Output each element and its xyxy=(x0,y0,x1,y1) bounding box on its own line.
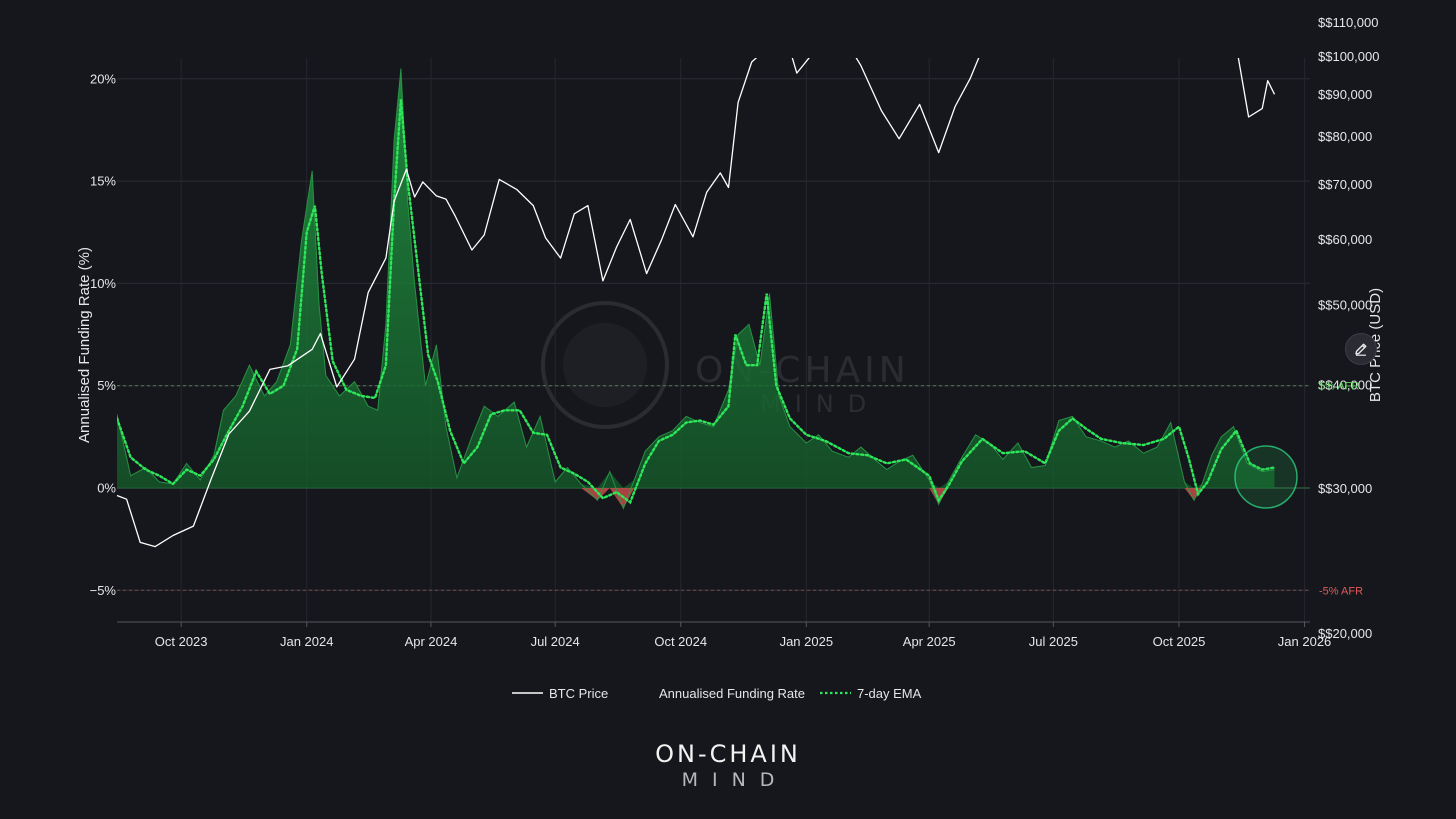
y-right-tick-label: $$40,000 xyxy=(1318,378,1372,393)
funding-positive-area xyxy=(117,68,1275,488)
y-right-axis-ticks: $$140,000$$130,000$$120,000$$110,000$$10… xyxy=(1318,15,1379,641)
x-tick-label: Jul 2024 xyxy=(531,634,580,649)
y-right-tick-label: $$50,000 xyxy=(1318,298,1372,313)
y-right-tick-label: $$60,000 xyxy=(1318,232,1372,247)
funding-outline xyxy=(117,68,1275,510)
y-right-tick-label: $$80,000 xyxy=(1318,129,1372,144)
legend-btc-label: BTC Price xyxy=(549,686,608,701)
reference-line-label: 5% AFR xyxy=(1319,381,1359,393)
brand-logo-subtitle: MIND xyxy=(681,769,789,791)
x-tick-label: Oct 2024 xyxy=(654,634,707,649)
y-right-tick-label: $$110,000 xyxy=(1318,15,1379,30)
y-left-tick-label: 15% xyxy=(90,174,116,189)
funding-negative-area xyxy=(117,488,1275,509)
watermark-text: ON-CHAIN xyxy=(695,350,910,391)
y-right-tick-label: $$20,000 xyxy=(1318,626,1372,641)
y-right-tick-label: $$100,000 xyxy=(1318,49,1379,64)
y-left-tick-label: 5% xyxy=(97,378,116,393)
ema-line xyxy=(117,99,1276,505)
x-tick-label: Jan 2026 xyxy=(1278,634,1332,649)
legend-ema-label: 7-day EMA xyxy=(857,686,922,701)
x-axis-ticks: Oct 2023 Jan 2024 Apr 2024 Jul 2024 Oct 2024… xyxy=(155,622,1332,649)
watermark-logo-core-icon xyxy=(563,323,647,407)
reference-labels: 5% AFR -5% AFR xyxy=(1319,381,1363,598)
ema-series xyxy=(117,99,1276,505)
pencil-icon xyxy=(1355,343,1367,356)
y-left-axis-ticks: 20% 15% 10% 5% 0% −5% xyxy=(90,71,117,598)
x-tick-label: Jan 2024 xyxy=(280,634,334,649)
highlight-circle xyxy=(1234,445,1298,509)
legend-funding-label: Annualised Funding Rate xyxy=(659,686,805,701)
watermark-logo-icon xyxy=(541,301,669,429)
y-left-tick-label: 0% xyxy=(97,481,116,496)
x-tick-label: Jul 2025 xyxy=(1029,634,1078,649)
y-left-tick-label: −5% xyxy=(90,583,117,598)
y-right-tick-label: $$90,000 xyxy=(1318,87,1372,102)
x-tick-label: Oct 2025 xyxy=(1153,634,1206,649)
x-tick-label: Oct 2023 xyxy=(155,634,208,649)
legend: BTC Price Annualised Funding Rate 7-day … xyxy=(512,686,922,701)
brand-logo-title: ON-CHAIN xyxy=(655,740,801,768)
x-tick-label: Jan 2025 xyxy=(780,634,834,649)
funding-rate-area xyxy=(117,68,1275,510)
y-right-tick-label: $$30,000 xyxy=(1318,481,1372,496)
y-left-axis-title: Annualised Funding Rate (%) xyxy=(76,247,93,443)
btc-price-line xyxy=(117,58,1276,548)
btc-price-series xyxy=(117,58,1276,548)
x-tick-label: Apr 2024 xyxy=(405,634,458,649)
y-right-tick-label: $$70,000 xyxy=(1318,177,1372,192)
reference-line-label: -5% AFR xyxy=(1319,585,1363,597)
y-left-tick-label: 20% xyxy=(90,71,116,86)
edit-button[interactable] xyxy=(1345,333,1377,365)
x-tick-label: Apr 2025 xyxy=(903,634,956,649)
y-left-tick-label: 10% xyxy=(90,276,116,291)
